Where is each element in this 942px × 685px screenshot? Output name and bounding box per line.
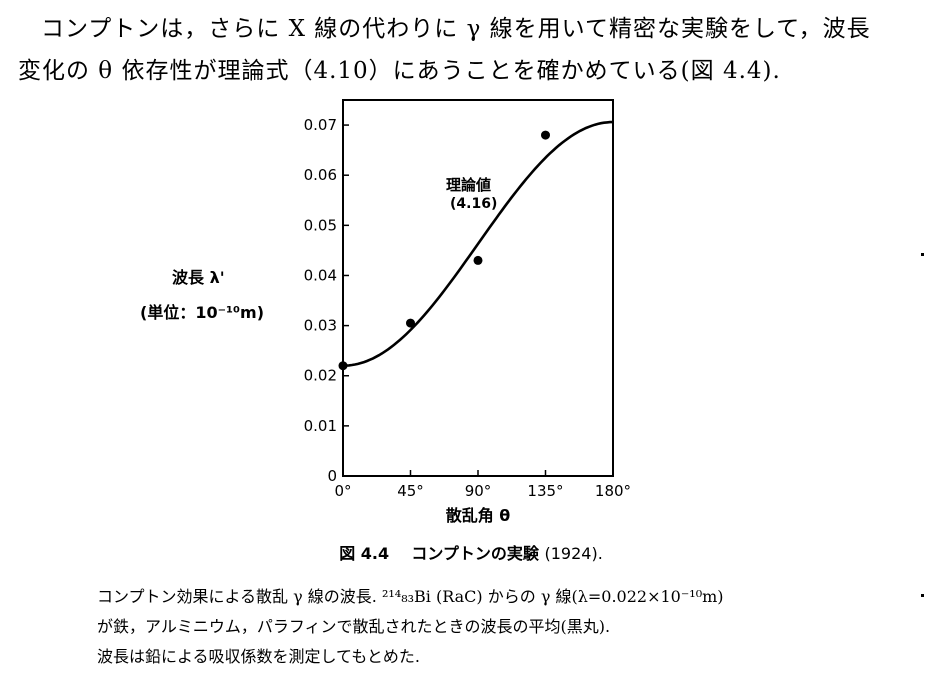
x-tick-label: 45° <box>397 482 424 500</box>
y-tick-label: 0.03 <box>304 317 337 335</box>
y-tick-label: 0.07 <box>304 116 337 134</box>
y-tick-label: 0.04 <box>304 266 337 284</box>
figure-caption: 図 4.4 コンプトンの実験 (1924). <box>0 540 942 564</box>
y-tick-label: 0 <box>327 467 337 485</box>
data-point <box>541 130 550 140</box>
y-tick-label: 0.06 <box>304 166 337 184</box>
caption-title: コンプトンの実験 <box>411 544 539 563</box>
caption-label: 図 4.4 <box>339 544 390 563</box>
paragraph-line-1: コンプトンは，さらに X 線の代わりに γ 線を用いて精密な実験をして，波長 <box>41 16 871 42</box>
margin-mark-2 <box>921 594 924 597</box>
y-tick-label: 0.02 <box>304 367 337 385</box>
figure-description: コンプトン効果による散乱 γ 線の波長. ²¹⁴₈₃Bi (RaC) からの γ… <box>97 582 897 672</box>
x-tick-label: 180° <box>595 482 631 500</box>
margin-mark-1 <box>921 253 924 256</box>
y-tick-label: 0.01 <box>304 417 337 435</box>
y-axis-ticks: 0 0.01 0.02 0.03 0.04 0.05 0.06 0.07 <box>304 116 349 485</box>
description-line-1: コンプトン効果による散乱 γ 線の波長. ²¹⁴₈₃Bi (RaC) からの γ… <box>97 587 724 606</box>
data-point <box>338 361 348 371</box>
body-paragraph: コンプトンは，さらに X 線の代わりに γ 線を用いて精密な実験をして，波長 変… <box>18 8 918 92</box>
data-points <box>338 130 550 371</box>
annotation-line-2: (4.16) <box>450 196 497 212</box>
x-axis-ticks: 0° 45° 90° 135° 180° <box>334 470 631 500</box>
y-axis-label-line-1: 波長 λ' <box>172 268 225 287</box>
y-axis-label-line-2: (単位：10⁻¹⁰m) <box>140 303 264 322</box>
x-tick-label: 135° <box>527 482 563 500</box>
x-tick-label: 90° <box>465 482 492 500</box>
plot-frame <box>342 99 614 477</box>
data-point <box>473 255 483 265</box>
annotation-line-1: 理論値 <box>446 176 491 194</box>
description-line-2: が鉄，アルミニウム，パラフィンで散乱されたときの波長の平均(黒丸). <box>97 617 611 636</box>
data-point <box>406 318 415 328</box>
description-line-3: 波長は鉛による吸収係数を測定してもとめた. <box>97 647 421 666</box>
theory-curve <box>342 120 613 367</box>
compton-chart: 0 0.01 0.02 0.03 0.04 0.05 0.06 0.07 0° 45° 90° 13… <box>140 99 631 525</box>
caption-year: (1924). <box>544 544 603 563</box>
paragraph-line-2: 変化の θ 依存性が理論式（4.10）にあうことを確かめている(図 4.4). <box>18 58 781 84</box>
y-tick-label: 0.05 <box>304 216 337 234</box>
x-axis-label: 散乱角 θ <box>446 506 511 525</box>
x-tick-label: 0° <box>334 482 351 500</box>
